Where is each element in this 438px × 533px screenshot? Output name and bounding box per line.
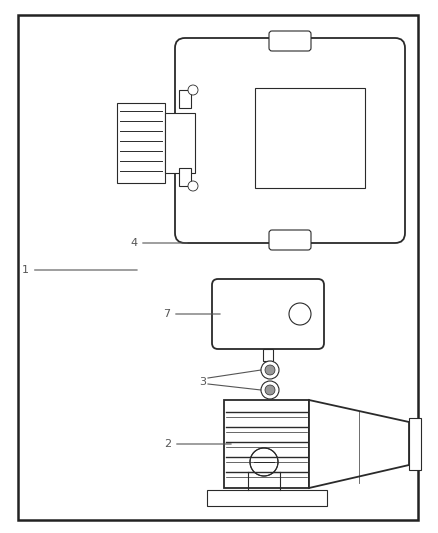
FancyBboxPatch shape — [269, 230, 311, 250]
Text: 4: 4 — [130, 238, 187, 248]
Text: 3: 3 — [199, 377, 206, 387]
Text: 1: 1 — [22, 265, 137, 275]
Text: 7: 7 — [163, 309, 220, 319]
FancyBboxPatch shape — [409, 418, 421, 470]
Circle shape — [265, 385, 275, 395]
FancyBboxPatch shape — [207, 490, 327, 506]
FancyBboxPatch shape — [117, 103, 165, 183]
Circle shape — [261, 381, 279, 399]
Circle shape — [188, 85, 198, 95]
Circle shape — [188, 181, 198, 191]
FancyBboxPatch shape — [263, 349, 273, 361]
Text: 2: 2 — [164, 439, 231, 449]
Polygon shape — [309, 400, 409, 488]
Circle shape — [261, 361, 279, 379]
FancyBboxPatch shape — [175, 38, 405, 243]
Circle shape — [289, 303, 311, 325]
FancyBboxPatch shape — [179, 90, 191, 108]
FancyBboxPatch shape — [255, 88, 365, 188]
FancyBboxPatch shape — [165, 113, 195, 173]
Circle shape — [265, 365, 275, 375]
FancyBboxPatch shape — [224, 400, 309, 488]
Circle shape — [250, 448, 278, 476]
FancyBboxPatch shape — [179, 168, 191, 186]
FancyBboxPatch shape — [269, 31, 311, 51]
FancyBboxPatch shape — [212, 279, 324, 349]
